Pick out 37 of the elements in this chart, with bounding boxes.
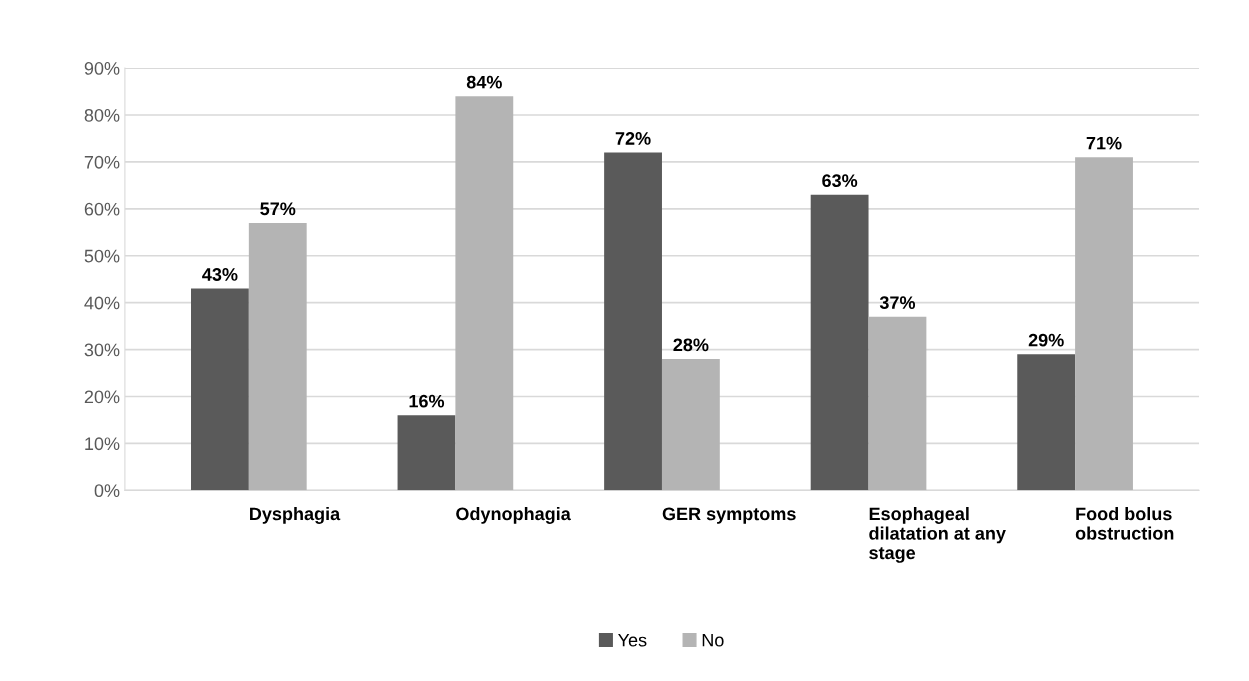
- data-label: 71%: [1086, 136, 1122, 150]
- bar: [1017, 354, 1076, 491]
- bar: [604, 152, 662, 491]
- bar: [1075, 157, 1133, 491]
- bar: [810, 194, 869, 491]
- data-label: 63%: [822, 174, 858, 188]
- bar: [455, 96, 514, 491]
- data-label: 37%: [879, 296, 916, 310]
- bar: [868, 316, 927, 491]
- x-tick-label: Esophageal dilatation at any stage: [869, 506, 1006, 563]
- data-label: 72%: [615, 132, 651, 145]
- y-tick-label: 90%: [84, 62, 120, 75]
- y-tick-label: 70%: [84, 155, 120, 169]
- legend-label: Yes: [618, 633, 647, 647]
- data-label: 57%: [260, 202, 296, 216]
- data-label: 29%: [1028, 333, 1064, 347]
- data-label: 84%: [466, 75, 502, 89]
- x-tick-label: GER symptoms: [662, 507, 796, 524]
- x-tick-label: Dysphagia: [250, 506, 341, 524]
- y-tick-label: 50%: [84, 249, 120, 263]
- y-tick-label: 40%: [84, 296, 120, 310]
- data-label: 28%: [673, 338, 709, 352]
- x-tick-label: Odynophagia: [456, 506, 571, 524]
- y-tick-label: 30%: [84, 343, 120, 357]
- y-tick-label: 10%: [85, 437, 120, 451]
- data-label: 43%: [202, 268, 238, 281]
- legend-label: No: [702, 633, 724, 647]
- y-tick-label: 0%: [94, 484, 120, 498]
- y-tick-label: 20%: [84, 390, 120, 404]
- x-tick-label: Food bolus obstruction: [1075, 506, 1174, 540]
- data-label: 16%: [409, 394, 445, 408]
- y-tick-label: 60%: [84, 202, 120, 216]
- y-tick-label: 80%: [84, 108, 120, 122]
- bar: [397, 415, 456, 491]
- bar: [661, 358, 720, 491]
- bar: [191, 288, 249, 491]
- bar: [248, 222, 307, 491]
